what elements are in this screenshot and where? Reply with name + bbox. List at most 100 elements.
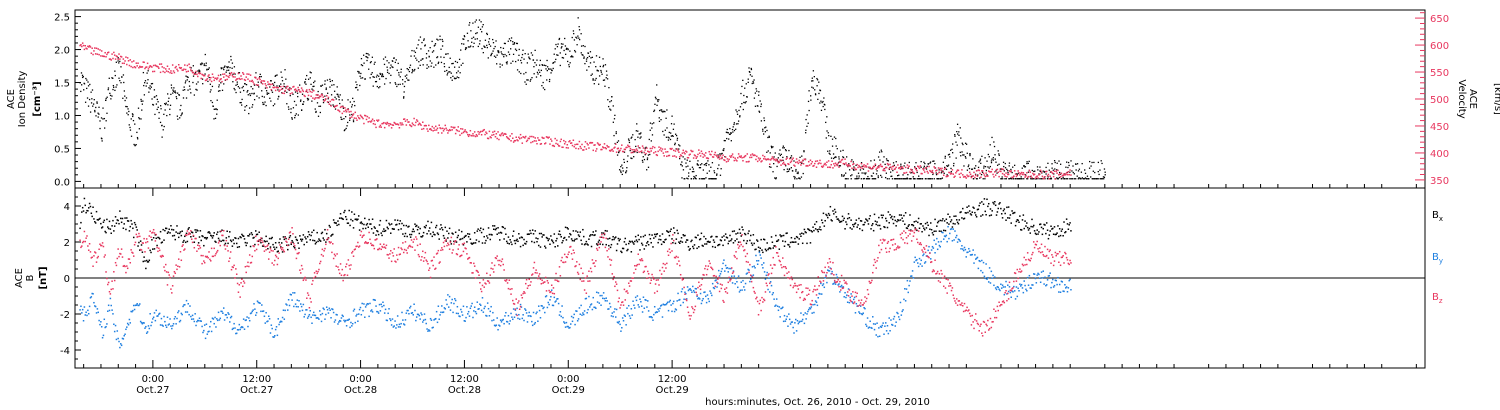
density-point (663, 134, 665, 136)
density-point (381, 75, 383, 77)
density-point (124, 95, 126, 97)
velocity-point (818, 162, 820, 164)
density-point (896, 174, 899, 177)
density-point (264, 101, 266, 103)
velocity-point (439, 127, 441, 129)
velocity-point (390, 123, 392, 126)
Bx-point (461, 237, 464, 240)
Bx-point (936, 225, 938, 227)
density-point (156, 108, 158, 111)
By-point (89, 297, 92, 299)
density-point (95, 115, 97, 117)
velocity-point (254, 76, 256, 79)
Bx-point (91, 215, 93, 218)
By-point (457, 312, 459, 315)
By-point (527, 315, 530, 317)
Bx-point (661, 233, 664, 235)
By-point (367, 303, 369, 305)
velocity-point (165, 70, 168, 72)
velocity-point (1066, 173, 1069, 176)
By-point (418, 314, 421, 317)
Bx-point (460, 230, 463, 233)
Bx-point (782, 240, 784, 242)
Bx-point (602, 243, 604, 246)
Bx-point (540, 232, 543, 235)
velocity-point (995, 168, 998, 171)
Bx-point (777, 239, 780, 241)
density-point (717, 167, 719, 170)
density-point (269, 97, 271, 99)
Bx-point (896, 220, 898, 223)
Bx-point (527, 233, 530, 235)
density-point (756, 105, 759, 107)
velocity-point (512, 137, 514, 139)
density-point (702, 169, 705, 171)
velocity-point (1017, 170, 1019, 172)
velocity-point (416, 120, 419, 122)
Bx-point (1070, 230, 1072, 232)
velocity-point (701, 152, 704, 155)
Bx-point (910, 229, 912, 231)
By-point (339, 320, 342, 322)
velocity-point (561, 146, 563, 148)
density-point (979, 158, 982, 160)
density-point (646, 157, 649, 159)
density-point (990, 160, 993, 162)
density-point (649, 153, 651, 156)
density-point (834, 156, 836, 159)
Bx-point (1032, 226, 1034, 228)
density-point (628, 139, 630, 142)
By-point (168, 323, 170, 325)
By-point (147, 325, 150, 327)
Bx-point (113, 225, 116, 227)
velocity-point (815, 166, 818, 168)
Bx-point (775, 240, 778, 243)
density-point (87, 81, 89, 83)
velocity-point (927, 172, 929, 174)
Bx-point (285, 237, 287, 240)
velocity-point (377, 119, 380, 121)
velocity-point (330, 105, 332, 107)
density-point (1091, 161, 1093, 164)
Bx-point (237, 237, 240, 240)
velocity-point (715, 154, 717, 156)
velocity-point (844, 158, 846, 160)
By-point (497, 328, 499, 331)
velocity-point (350, 110, 352, 113)
velocity-point (891, 168, 893, 170)
density-point (654, 103, 656, 105)
By-point (124, 333, 126, 336)
velocity-point (1035, 176, 1038, 178)
By-point (289, 293, 292, 296)
velocity-point (432, 130, 434, 132)
density-point (1086, 175, 1089, 177)
density-point (524, 52, 526, 55)
velocity-point (373, 120, 376, 122)
Bx-point (87, 210, 89, 212)
By-point (452, 311, 454, 314)
By-point (571, 320, 574, 323)
density-point (101, 138, 103, 140)
Bx-point (756, 239, 758, 241)
Bx-point (561, 241, 563, 244)
density-point (501, 64, 503, 66)
density-point (904, 178, 906, 180)
Bx-point (786, 232, 788, 234)
density-point (223, 66, 226, 68)
density-point (873, 159, 876, 161)
density-point (151, 98, 153, 100)
By-point (242, 318, 245, 320)
By-point (491, 319, 493, 322)
Bx-point (589, 234, 592, 236)
density-point (1019, 178, 1021, 180)
density-point (1066, 178, 1069, 180)
Bx-point (169, 232, 171, 234)
By-point (383, 304, 385, 307)
velocity-point (878, 165, 881, 167)
density-point (687, 175, 690, 177)
velocity-point (296, 90, 299, 92)
velocity-point (783, 163, 786, 165)
Bx-point (920, 223, 922, 225)
density-point (606, 78, 609, 80)
density-point (918, 175, 920, 177)
